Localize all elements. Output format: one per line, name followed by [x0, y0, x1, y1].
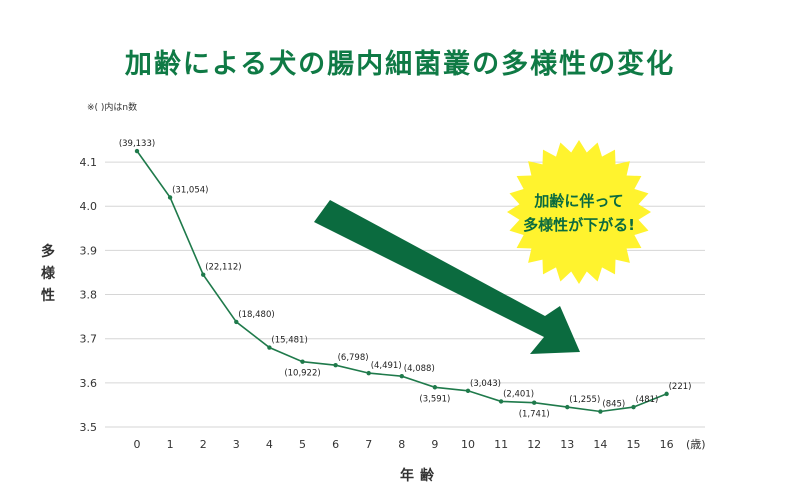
data-point	[300, 359, 305, 364]
x-tick-label: 14	[593, 438, 607, 451]
y-tick-label: 4.1	[80, 156, 98, 169]
x-tick-label: 4	[266, 438, 273, 451]
starburst-callout	[507, 140, 651, 284]
x-tick-label: 3	[233, 438, 240, 451]
point-label: (4,491)	[371, 361, 402, 371]
x-tick-label: 16	[660, 438, 674, 451]
data-point	[267, 345, 272, 350]
point-label: (18,480)	[238, 310, 274, 320]
point-label: (22,112)	[205, 263, 241, 273]
x-tick-label: 8	[398, 438, 405, 451]
data-point	[498, 399, 504, 404]
n-count-note: ※( )内はn数	[87, 101, 137, 113]
x-tick-label: 6	[332, 438, 339, 451]
data-point	[399, 374, 404, 379]
data-point	[167, 195, 173, 200]
data-point	[465, 388, 471, 393]
data-point	[565, 404, 570, 410]
x-tick-label: 13	[560, 438, 574, 451]
point-label: (4,088)	[404, 364, 435, 374]
point-label: (3,591)	[419, 394, 450, 404]
y-axis-label: 多様性	[41, 243, 56, 304]
x-axis-label: 年齢	[400, 467, 440, 484]
point-label: (221)	[669, 382, 692, 392]
point-label: (1,741)	[519, 410, 550, 420]
point-label: (15,481)	[271, 336, 307, 346]
point-label: (1,255)	[569, 395, 600, 405]
y-tick-label: 3.6	[80, 377, 98, 390]
data-point	[201, 272, 206, 277]
x-tick-label: 1	[167, 438, 174, 451]
data-point	[598, 409, 603, 414]
callout-text-line: 加齢に伴って	[533, 192, 623, 210]
point-label: (845)	[602, 400, 625, 410]
data-point	[134, 148, 140, 154]
x-unit-label: (歳)	[686, 438, 706, 451]
data-point	[664, 391, 669, 397]
data-point	[532, 400, 537, 405]
x-tick-label: 15	[627, 438, 641, 451]
point-label: (2,401)	[503, 389, 534, 399]
data-point	[366, 370, 371, 376]
x-tick-label: 7	[365, 438, 372, 451]
y-tick-label: 3.7	[80, 333, 98, 346]
y-tick-label: 4.0	[80, 200, 98, 213]
x-tick-label: 2	[200, 438, 207, 451]
x-tick-label: 5	[299, 438, 306, 451]
y-tick-label: 3.8	[80, 289, 98, 302]
point-label: (31,054)	[172, 185, 208, 195]
y-tick-label: 3.9	[80, 244, 98, 257]
y-tick-label: 3.5	[80, 421, 98, 434]
point-label: (3,043)	[470, 379, 501, 389]
trend-arrow	[314, 200, 580, 354]
data-point	[234, 319, 239, 325]
data-point	[432, 385, 438, 390]
x-tick-label: 10	[461, 438, 475, 451]
data-point	[333, 362, 338, 368]
data-point	[631, 404, 636, 410]
x-tick-label: 0	[134, 438, 141, 451]
x-tick-label: 11	[494, 438, 508, 451]
callout-text-line: 多様性が下がる!	[523, 216, 635, 234]
point-label: (10,922)	[284, 369, 320, 379]
point-label: (39,133)	[119, 139, 155, 149]
chart-title: 加齢による犬の腸内細菌叢の多様性の変化	[125, 48, 675, 80]
point-label: (6,798)	[338, 353, 369, 363]
x-tick-label: 12	[527, 438, 541, 451]
point-label: (481)	[636, 395, 659, 405]
x-tick-label: 9	[431, 438, 438, 451]
